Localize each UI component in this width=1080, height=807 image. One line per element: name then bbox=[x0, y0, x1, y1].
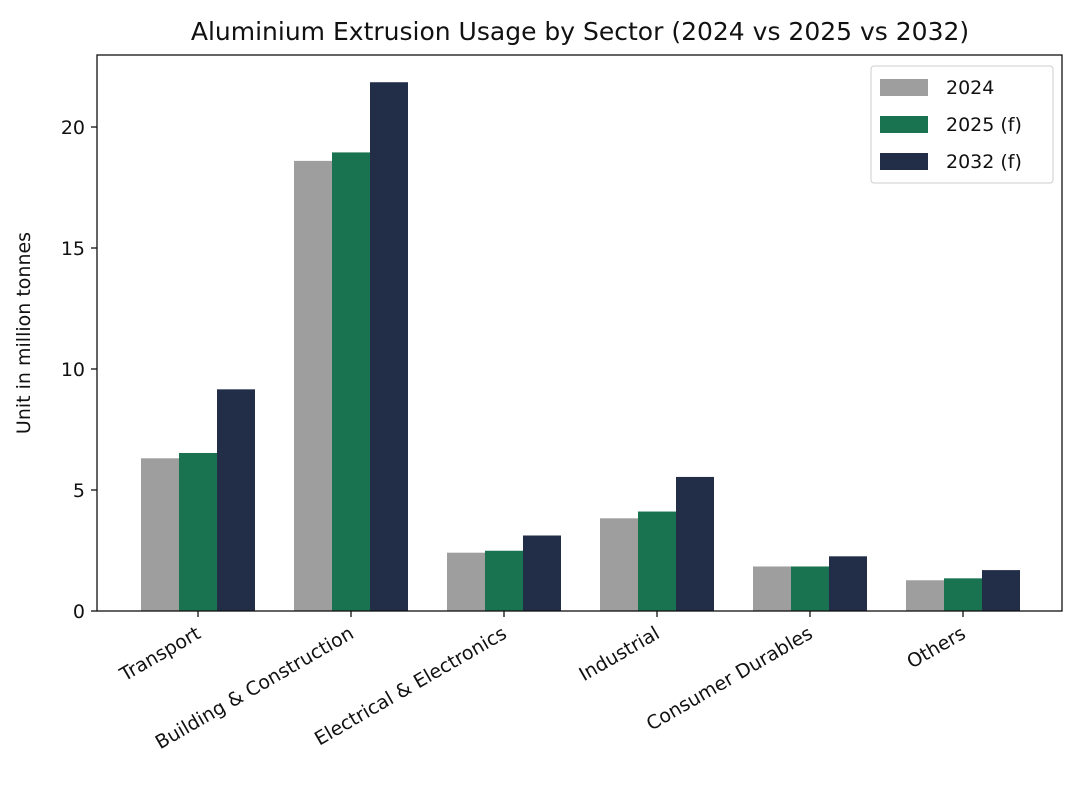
bar-2024-3 bbox=[600, 518, 638, 611]
bar-2025-f-1 bbox=[332, 152, 370, 611]
bar-2032-f-1 bbox=[370, 82, 408, 612]
bar-2024-1 bbox=[294, 160, 332, 611]
bar-2032-f-0 bbox=[217, 389, 255, 611]
y-tick-label: 5 bbox=[73, 480, 85, 502]
plot-frame bbox=[96, 54, 1063, 612]
y-axis-label: Unit in million tonnes bbox=[13, 232, 35, 434]
legend-swatch bbox=[880, 116, 928, 133]
y-tick-label: 15 bbox=[61, 238, 85, 260]
legend-swatch bbox=[880, 153, 928, 170]
bar-2024-0 bbox=[141, 458, 179, 611]
x-tick-label: Others bbox=[903, 622, 969, 673]
y-tick-label: 20 bbox=[61, 117, 85, 139]
x-tick-label: Industrial bbox=[575, 622, 663, 686]
bar-2025-f-0 bbox=[179, 452, 217, 611]
legend-label: 2032 (f) bbox=[946, 151, 1022, 173]
x-tick-label: Transport bbox=[115, 622, 204, 686]
bar-2024-2 bbox=[447, 552, 485, 611]
bar-2025-f-2 bbox=[485, 550, 523, 611]
legend-label: 2025 (f) bbox=[946, 114, 1022, 136]
y-tick-label: 10 bbox=[61, 359, 85, 381]
bar-2025-f-4 bbox=[791, 566, 829, 611]
bar-2025-f-5 bbox=[944, 578, 982, 611]
bar-2032-f-3 bbox=[676, 476, 714, 611]
x-tick-label: Consumer Durables bbox=[643, 622, 817, 735]
y-tick-label: 0 bbox=[73, 601, 85, 623]
bar-2032-f-4 bbox=[829, 556, 867, 611]
bar-2024-5 bbox=[906, 580, 944, 611]
legend: 2024 2025 (f) 2032 (f) bbox=[870, 65, 1054, 184]
legend-swatch bbox=[880, 79, 928, 96]
bar-2032-f-2 bbox=[523, 535, 561, 611]
bar-2032-f-5 bbox=[982, 570, 1020, 611]
bar-2024-4 bbox=[753, 566, 791, 611]
legend-label: 2024 bbox=[946, 77, 994, 99]
chart-title: Aluminium Extrusion Usage by Sector (202… bbox=[191, 17, 969, 46]
bar-2025-f-3 bbox=[638, 511, 676, 611]
